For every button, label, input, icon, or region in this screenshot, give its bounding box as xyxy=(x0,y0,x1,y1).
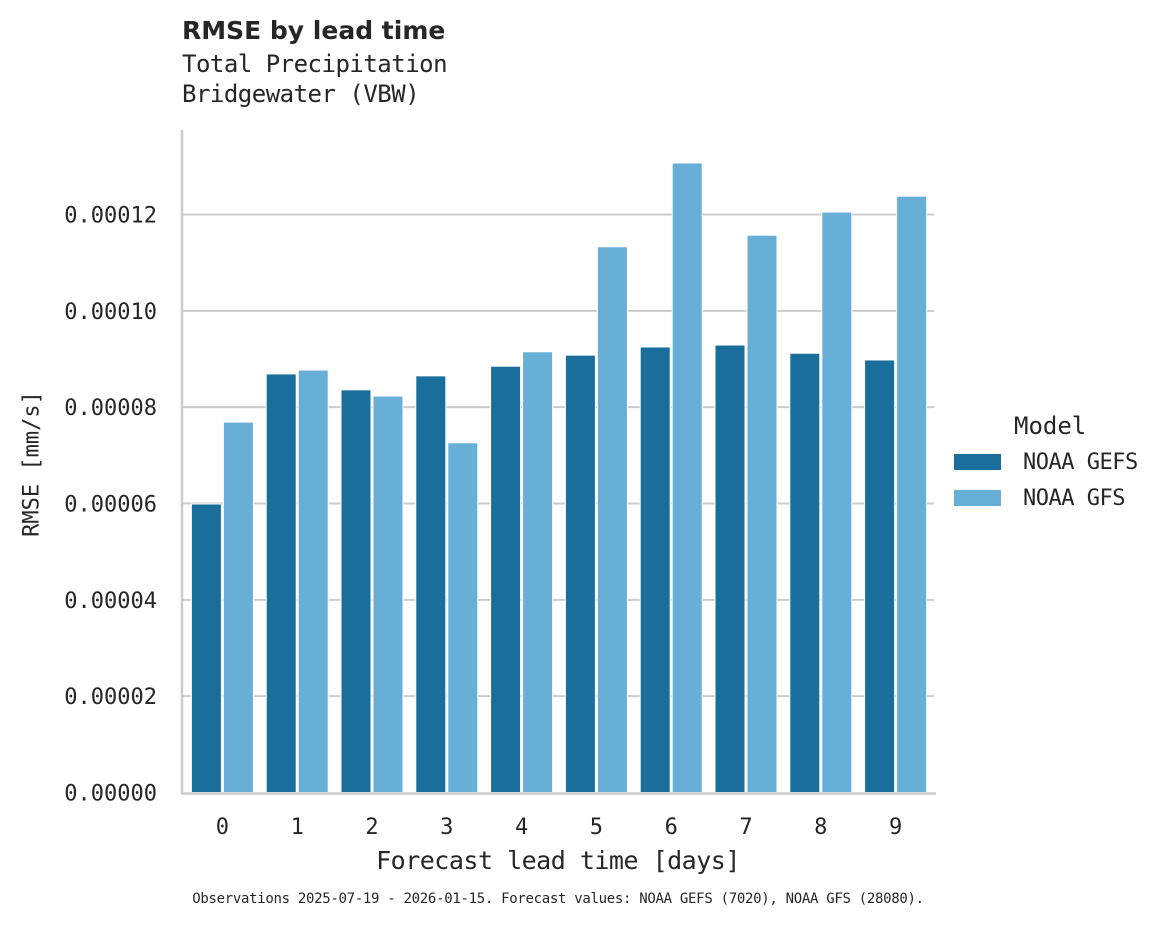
x-tick-label: 8 xyxy=(814,815,827,840)
axes xyxy=(180,130,936,795)
chart-title: RMSE by lead time xyxy=(182,16,446,45)
legend-label-gefs: NOAA GEFS xyxy=(1023,449,1138,475)
footnote: Observations 2025-07-19 - 2026-01-15. Fo… xyxy=(192,891,924,907)
bar-noaa-gefs-day-4 xyxy=(490,365,522,793)
legend-item-gfs: NOAA GFS xyxy=(954,484,1125,512)
y-tick-label: 0.00006 xyxy=(64,493,157,518)
x-tick-label: 9 xyxy=(889,815,902,840)
y-axis-label: RMSE [mm/s] xyxy=(19,391,45,537)
y-tick-label: 0.00008 xyxy=(64,396,157,421)
legend-label-gfs: NOAA GFS xyxy=(1023,485,1125,511)
legend-swatch-gfs xyxy=(954,490,1001,506)
y-tick-label: 0.00002 xyxy=(64,685,157,710)
x-tick-label: 7 xyxy=(739,815,752,840)
bar-noaa-gfs-day-2 xyxy=(372,395,404,793)
bar-noaa-gfs-day-4 xyxy=(522,351,554,793)
legend-swatch-gefs xyxy=(954,454,1001,470)
bar-noaa-gefs-day-2 xyxy=(340,389,372,793)
bar-noaa-gefs-day-8 xyxy=(789,352,821,793)
y-tick-label: 0.00010 xyxy=(64,300,157,325)
x-tick-label: 6 xyxy=(665,815,678,840)
bar-noaa-gefs-day-1 xyxy=(265,373,297,793)
bars xyxy=(190,162,928,794)
bar-noaa-gefs-day-5 xyxy=(564,354,596,793)
y-tick-label: 0.00012 xyxy=(64,204,157,229)
y-tick-label: 0.00000 xyxy=(64,782,157,807)
x-tick-labels: 0 1 2 3 4 5 6 7 8 9 xyxy=(216,815,902,840)
x-tick-label: 4 xyxy=(515,815,528,840)
bar-noaa-gfs-day-6 xyxy=(671,162,703,793)
bar-noaa-gfs-day-8 xyxy=(821,211,853,793)
x-tick-label: 2 xyxy=(365,815,378,840)
y-tick-label: 0.00004 xyxy=(64,589,157,614)
bar-noaa-gefs-day-9 xyxy=(864,359,896,793)
x-tick-label: 1 xyxy=(291,815,304,840)
legend-item-gefs: NOAA GEFS xyxy=(954,448,1138,476)
legend-title: Model xyxy=(1014,412,1087,440)
y-tick-labels: 0.00000 0.00002 0.00004 0.00006 0.00008 0.000… xyxy=(64,204,157,807)
x-tick-label: 3 xyxy=(440,815,453,840)
bar-noaa-gfs-day-5 xyxy=(596,246,628,793)
x-tick-label: 5 xyxy=(590,815,603,840)
chart-subtitle-variable: Total Precipitation xyxy=(182,50,448,78)
bar-noaa-gfs-day-0 xyxy=(222,421,254,793)
bar-noaa-gefs-day-7 xyxy=(714,344,746,793)
x-tick-label: 0 xyxy=(216,815,229,840)
bar-noaa-gefs-day-3 xyxy=(415,375,447,793)
bar-noaa-gefs-day-6 xyxy=(639,346,671,793)
bar-noaa-gfs-day-7 xyxy=(746,234,778,793)
bar-noaa-gefs-day-0 xyxy=(190,503,222,793)
chart-subtitle-station: Bridgewater (VBW) xyxy=(182,80,420,108)
bar-noaa-gfs-day-3 xyxy=(447,442,479,793)
x-axis-label: Forecast lead time [days] xyxy=(376,846,740,875)
bar-noaa-gfs-day-1 xyxy=(297,369,329,793)
bar-noaa-gfs-day-9 xyxy=(896,195,928,794)
